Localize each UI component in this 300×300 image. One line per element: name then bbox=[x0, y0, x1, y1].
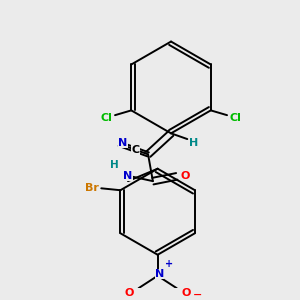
Text: N: N bbox=[118, 138, 128, 148]
Text: −: − bbox=[193, 290, 203, 300]
Text: N: N bbox=[123, 171, 133, 182]
Text: Br: Br bbox=[85, 183, 99, 193]
Text: H: H bbox=[110, 160, 119, 170]
Text: O: O bbox=[124, 288, 134, 298]
Text: +: + bbox=[165, 259, 173, 269]
Text: N: N bbox=[155, 269, 164, 279]
Text: C: C bbox=[131, 145, 140, 155]
Text: Cl: Cl bbox=[100, 113, 112, 123]
Text: O: O bbox=[182, 288, 191, 298]
Text: H: H bbox=[189, 138, 199, 148]
Text: O: O bbox=[181, 171, 190, 182]
Text: Cl: Cl bbox=[230, 113, 242, 123]
